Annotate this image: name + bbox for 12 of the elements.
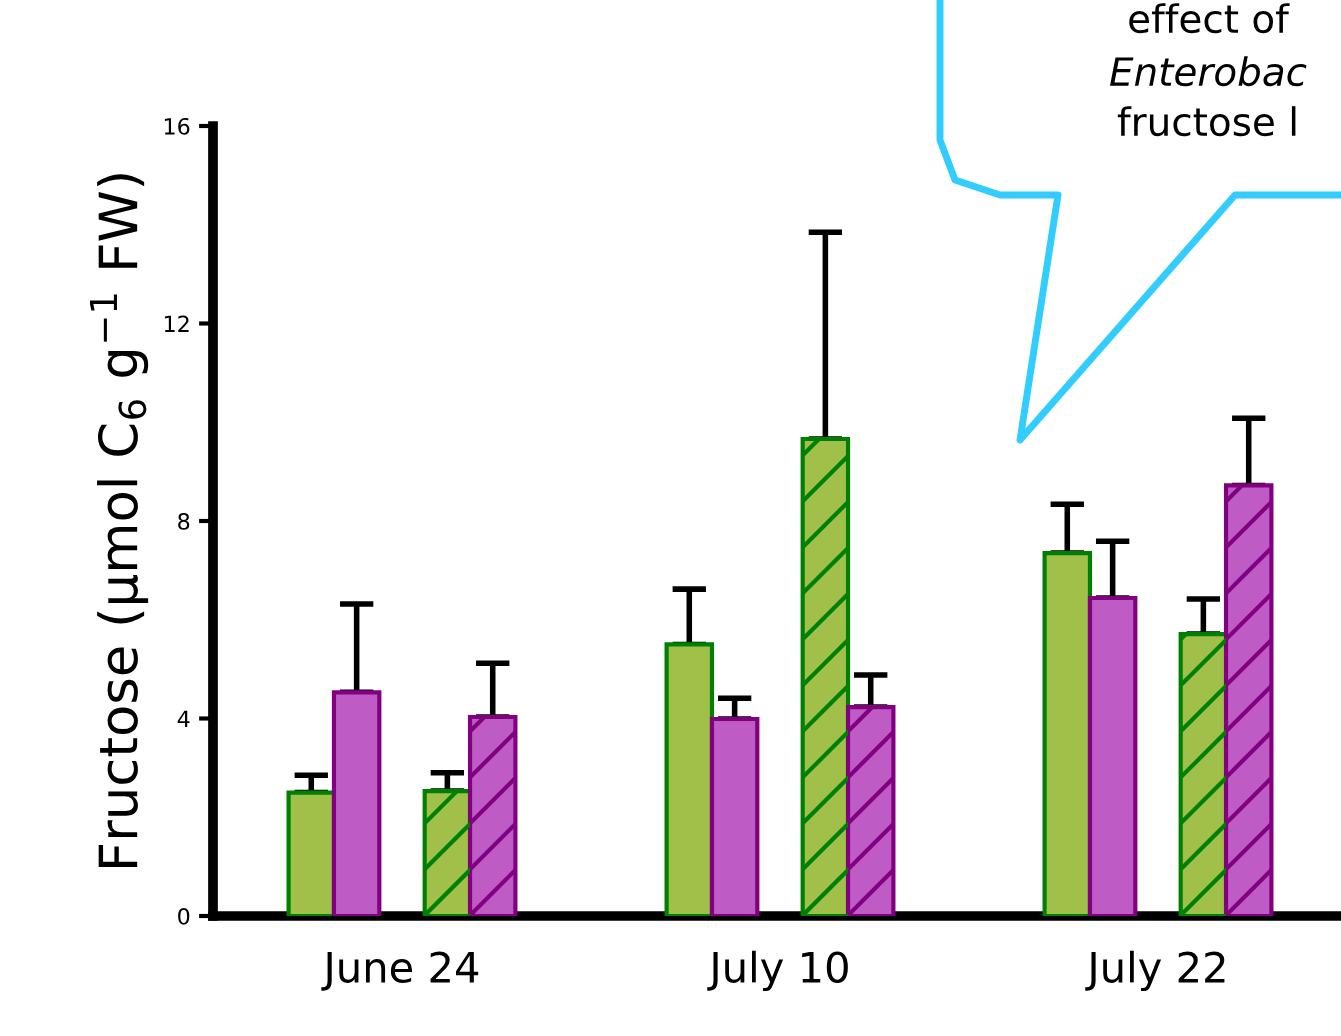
x-tick-label: June 24: [321, 951, 479, 991]
y-tick-label: 16: [164, 117, 190, 135]
x-tick-label: July 22: [1085, 950, 1225, 992]
annotation: fructose l: [1117, 106, 1296, 137]
x-tick-label: July 10: [707, 950, 848, 992]
y-axis-title: Fructose (μmol C$_{6}$ g$^{−1}$ FW): [90, 174, 149, 868]
y-tick-label: 4: [177, 710, 190, 727]
text: effect of: [1129, 3, 1290, 34]
text: Enterobac: [1110, 56, 1307, 87]
y-tick-label: 8: [178, 512, 190, 530]
y-tick-label: 12: [164, 315, 189, 332]
y-tick-label: 0: [178, 907, 190, 925]
